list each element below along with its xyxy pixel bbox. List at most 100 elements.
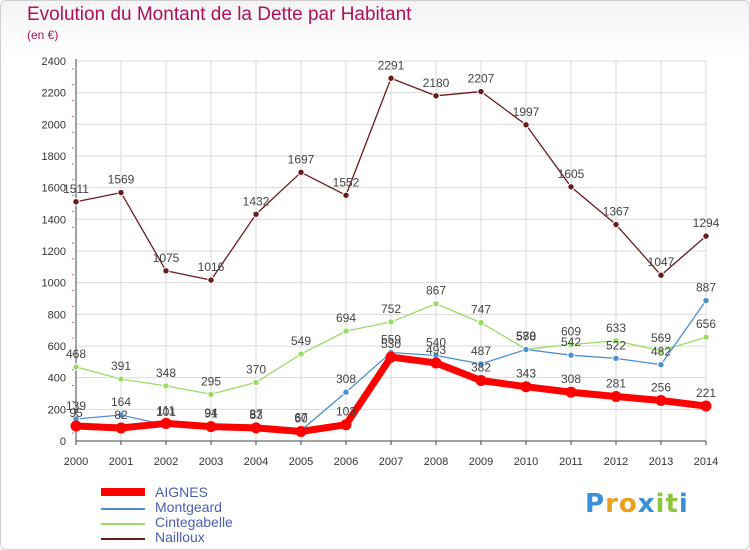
data-point-nailloux (612, 220, 620, 229)
data-label-cintegabelle: 752 (381, 302, 401, 316)
data-label-nailloux: 1432 (243, 194, 270, 208)
y-tick-label: 1800 (42, 151, 66, 163)
data-point-nailloux (297, 168, 305, 177)
data-label-montgeard: 87 (249, 407, 263, 421)
data-label-aignes: 308 (561, 372, 581, 386)
logo-letter: i (678, 489, 689, 519)
y-tick-label: 2000 (42, 119, 66, 131)
data-point-aignes (160, 417, 172, 429)
logo-letter: r (605, 489, 619, 519)
data-point-nailloux (567, 183, 575, 191)
data-label-nailloux: 1367 (603, 205, 630, 219)
data-point-aignes (250, 422, 262, 434)
data-label-montgeard: 101 (156, 405, 176, 419)
data-label-montgeard: 139 (66, 399, 86, 413)
data-point-nailloux (207, 276, 215, 284)
y-tick-label: 1400 (42, 214, 66, 226)
data-label-nailloux: 1294 (693, 216, 720, 230)
data-point-aignes (610, 391, 622, 403)
data-point-aignes (295, 426, 307, 437)
x-tick-label: 2011 (559, 456, 583, 468)
data-label-cintegabelle: 348 (156, 366, 176, 380)
y-tick-label: 1600 (42, 183, 66, 195)
data-label-cintegabelle: 747 (471, 303, 491, 317)
x-tick-label: 2010 (514, 456, 538, 468)
data-label-cintegabelle: 295 (201, 374, 221, 388)
data-point-montgeard (117, 411, 125, 419)
data-point-cintegabelle (207, 390, 215, 398)
data-point-montgeard (702, 296, 710, 305)
data-label-aignes: 221 (696, 386, 716, 400)
logo-letter: x (637, 489, 656, 519)
x-tick-label: 2000 (64, 456, 88, 468)
data-label-nailloux: 2207 (468, 72, 495, 86)
data-point-nailloux (477, 87, 485, 96)
legend-label-aignes: AIGNES (155, 484, 208, 500)
data-label-montgeard: 887 (696, 281, 716, 295)
data-label-nailloux: 1511 (63, 182, 89, 196)
data-point-nailloux (432, 92, 440, 100)
data-point-cintegabelle (657, 347, 665, 355)
data-label-nailloux: 2291 (378, 58, 405, 72)
legend-label-cintegabelle: Cintegabelle (155, 514, 233, 530)
y-tick-label: 400 (48, 373, 66, 385)
data-label-aignes: 530 (381, 337, 401, 351)
data-point-cintegabelle (702, 333, 710, 341)
data-label-aignes: 95 (69, 406, 83, 420)
data-point-montgeard (567, 351, 575, 359)
data-point-aignes (70, 420, 82, 432)
data-label-montgeard: 559 (381, 332, 401, 346)
data-point-montgeard (657, 360, 665, 369)
chart-subtitle: (en €) (27, 28, 59, 42)
data-point-cintegabelle (117, 375, 125, 383)
legend-label-montgeard: Montgeard (155, 499, 222, 515)
data-point-nailloux (522, 121, 530, 129)
data-label-cintegabelle: 549 (291, 334, 311, 348)
data-label-nailloux: 1697 (288, 152, 315, 166)
data-label-aignes: 103 (336, 405, 356, 419)
data-point-cintegabelle (252, 378, 260, 387)
data-label-aignes: 493 (426, 343, 446, 357)
data-point-aignes (520, 381, 532, 393)
data-label-montgeard: 67 (294, 410, 308, 424)
data-label-cintegabelle: 694 (336, 311, 356, 325)
data-label-nailloux: 1016 (198, 260, 225, 274)
x-tick-label: 2001 (109, 456, 133, 468)
x-tick-label: 2004 (244, 456, 268, 468)
x-tick-label: 2008 (424, 456, 448, 468)
data-point-montgeard (522, 345, 530, 354)
data-label-aignes: 60 (294, 412, 308, 426)
data-point-aignes (430, 357, 442, 369)
data-point-aignes (115, 422, 127, 434)
data-point-nailloux (342, 191, 350, 199)
data-point-aignes (385, 351, 397, 363)
x-tick-label: 2013 (649, 456, 673, 468)
data-label-nailloux: 2180 (423, 76, 450, 90)
data-label-aignes: 82 (114, 408, 128, 422)
logo-letter: P (585, 489, 606, 519)
data-label-aignes: 281 (606, 377, 626, 391)
data-point-cintegabelle (297, 350, 305, 358)
data-point-cintegabelle (72, 363, 80, 371)
data-label-cintegabelle: 370 (246, 362, 266, 376)
data-label-montgeard: 578 (516, 329, 536, 343)
x-tick-label: 2002 (154, 456, 178, 468)
data-point-aignes (205, 421, 217, 433)
data-point-nailloux (657, 271, 665, 279)
data-point-cintegabelle (477, 319, 485, 327)
data-point-cintegabelle (612, 337, 620, 345)
x-tick-label: 2003 (199, 456, 223, 468)
y-tick-label: 2200 (42, 88, 66, 100)
data-point-cintegabelle (432, 300, 440, 308)
legend-swatch-nailloux (101, 538, 145, 540)
data-point-cintegabelle (387, 318, 395, 326)
y-tick-label: 800 (48, 309, 66, 321)
data-label-aignes: 343 (516, 367, 536, 381)
logo-letter: o (618, 489, 638, 519)
data-label-cintegabelle: 391 (111, 359, 131, 373)
data-label-nailloux: 1047 (648, 255, 675, 269)
data-label-aignes: 111 (157, 403, 176, 417)
legend-swatch-cintegabelle (101, 523, 145, 525)
data-point-nailloux (387, 74, 395, 82)
